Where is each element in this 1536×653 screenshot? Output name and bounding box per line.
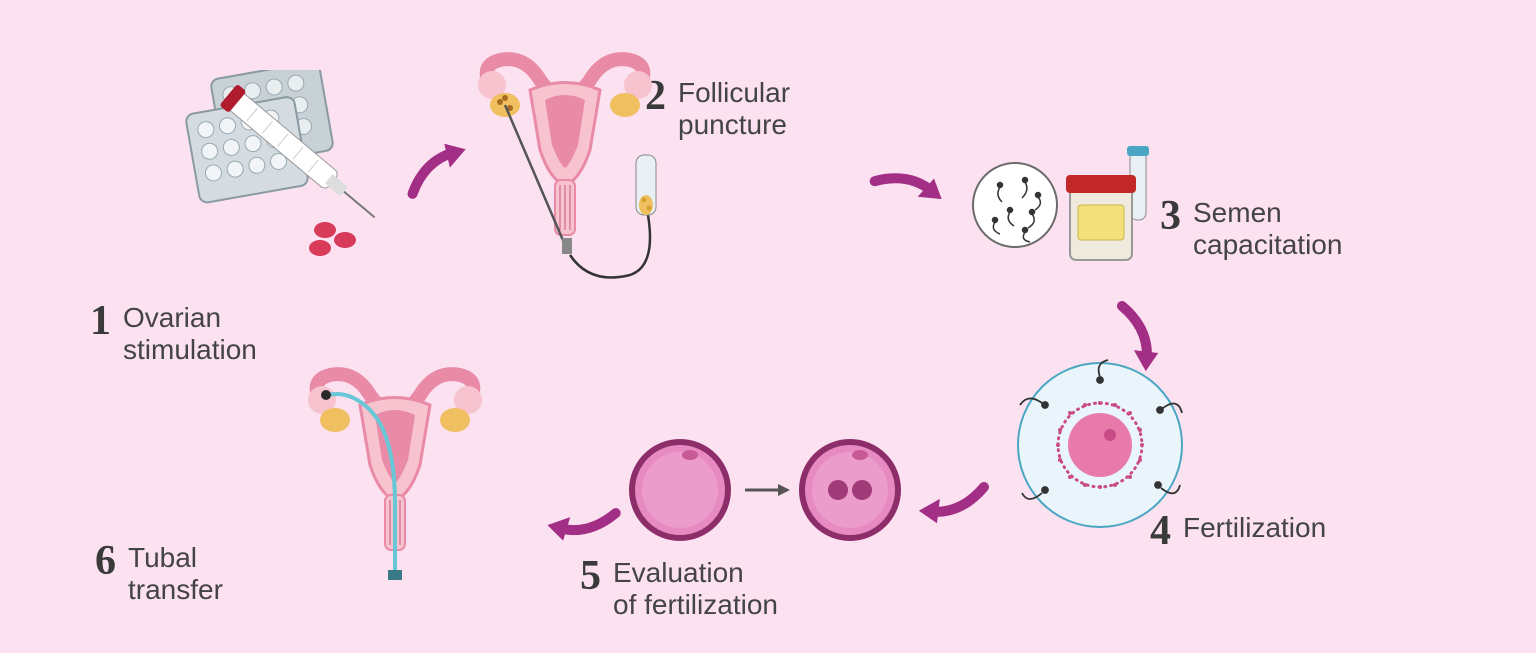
uterus-catheter-icon [290,355,520,585]
step-6-number: 6 [95,540,116,582]
step-2-text: Follicular puncture [678,75,790,141]
step-6-label: 6 Tubal transfer [95,540,223,606]
step-5-text: Evaluation of fertilization [613,555,778,621]
fertilization-icon [1010,355,1190,535]
step-6-text: Tubal transfer [128,540,223,606]
arrow-4-5 [908,467,993,534]
arrow-2-3 [860,144,959,236]
uterus-needle-icon [460,50,690,290]
sperm-sample-icon [970,140,1180,290]
pills-syringe-icon [170,70,390,270]
step-3-label: 3 Semen capacitation [1160,195,1342,261]
diagram-stage: 1 Ovarian stimulation 2 Follicular punct… [0,0,1536,653]
step-5-label: 5 Evaluation of fertilization [580,555,778,621]
step-5-number: 5 [580,555,601,597]
arrow-5-6 [538,487,623,554]
step-1-text: Ovarian stimulation [123,300,257,366]
step-1-number: 1 [90,300,111,342]
step-3-text: Semen capacitation [1193,195,1342,261]
step-4-text: Fertilization [1183,510,1326,544]
step-1-label: 1 Ovarian stimulation [90,300,257,366]
zygote-pair-icon [620,430,920,550]
